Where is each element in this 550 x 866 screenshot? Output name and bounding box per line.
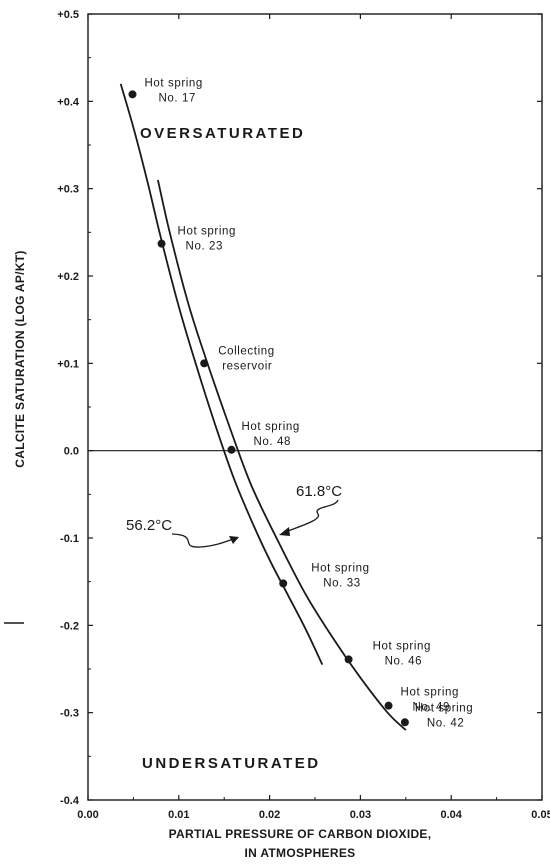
data-point	[157, 239, 166, 248]
point-label-line2: No. 23	[186, 241, 223, 253]
series-label-56-2: 56.2°C	[126, 517, 172, 534]
point-label-line2: No. 48	[253, 436, 290, 448]
point-label-line1: Hot spring	[178, 226, 236, 238]
series-line-0	[119, 83, 324, 665]
data-point	[400, 718, 409, 727]
axes: +0.5 +0.4 +0.3 +0.2 +0.1 0.0 -0.1 -0.2 -0.3 -0.4 0…	[57, 9, 550, 821]
series-line-1	[157, 179, 407, 731]
point-label-line2: No. 17	[158, 92, 195, 104]
y-tick-label: +0.1	[57, 358, 79, 370]
region-label-undersaturated: UNDERSATURATED	[142, 755, 321, 772]
y-tick-label: +0.4	[57, 96, 80, 108]
point-label-line1: Collecting	[218, 345, 275, 357]
series-group	[119, 83, 407, 731]
series-label-56-2-leader	[171, 533, 237, 548]
x-tick-label: 0.02	[259, 809, 280, 821]
point-label-line1: Hot spring	[241, 421, 299, 433]
region-label-oversaturated: OVERSATURATED	[140, 125, 305, 142]
data-point	[279, 579, 288, 588]
data-point	[344, 655, 353, 664]
data-point	[200, 359, 209, 368]
y-tick-label: 0.0	[64, 446, 79, 458]
series-label-61-8: 61.8°C	[296, 483, 342, 500]
y-tick-label: +0.5	[57, 9, 79, 21]
y-tick-label: -0.4	[60, 795, 80, 807]
x-tick-label: 0.04	[440, 809, 462, 821]
x-tick-label: 0.00	[77, 809, 98, 821]
point-label-line1: Hot spring	[373, 640, 431, 652]
series-label-61-8-leader	[282, 499, 339, 534]
series-label-56-2-arrowhead	[229, 536, 239, 544]
x-tick-label: 0.05	[531, 809, 550, 821]
data-point	[384, 701, 393, 710]
y-tick-label: -0.1	[60, 533, 79, 545]
y-tick-label: +0.3	[57, 184, 79, 196]
x-tick-label: 0.01	[168, 809, 189, 821]
data-point	[227, 445, 236, 454]
point-label-line2: No. 33	[323, 577, 360, 589]
series-label-61-8-arrowhead	[279, 527, 290, 536]
point-label-line2: No. 46	[385, 655, 422, 667]
y-tick-label: -0.3	[60, 708, 79, 720]
y-axis-title: CALCITE SATURATION (LOG AP/KT)	[13, 250, 27, 467]
data-points-group	[128, 90, 409, 727]
y-tick-label: +0.2	[57, 271, 79, 283]
point-label-line2: No. 49	[413, 702, 450, 714]
x-axis-title-line2: IN ATMOSPHERES	[245, 846, 356, 860]
point-label-line2: reservoir	[222, 360, 272, 372]
point-label-line1: Hot spring	[401, 687, 459, 699]
x-axis-title-line1: PARTIAL PRESSURE OF CARBON DIOXIDE,	[169, 827, 432, 841]
point-label-line1: Hot spring	[144, 77, 202, 89]
x-tick-label: 0.03	[350, 809, 371, 821]
point-labels-group: Hot spring No. 17 Hot spring No. 23 Collecti…	[144, 77, 473, 729]
point-label-line1: Hot spring	[415, 702, 473, 714]
y-tick-label: -0.2	[60, 620, 79, 632]
data-point	[128, 90, 137, 99]
point-label-line1: Hot spring	[311, 562, 369, 574]
point-label-line2: No. 42	[427, 717, 464, 729]
